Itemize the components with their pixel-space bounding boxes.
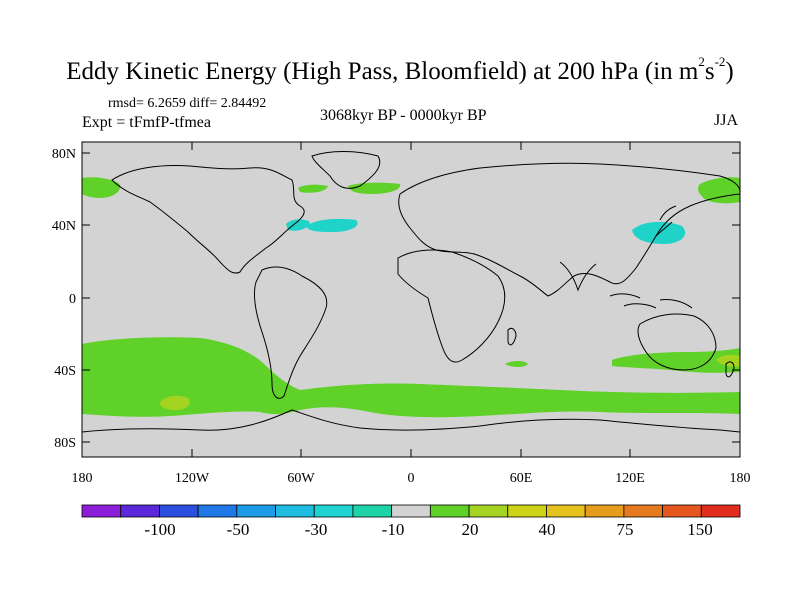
colorbar-label: -30: [305, 520, 328, 539]
lon-tick-label: 120E: [615, 471, 645, 486]
colorbar-swatch: [546, 504, 586, 518]
coastlines: [81, 151, 741, 433]
colorbar-swatch: [584, 504, 625, 518]
stats-text: rmsd= 6.2659 diff= 2.84492: [108, 96, 267, 111]
lon-tick-label: 60E: [510, 471, 533, 486]
colorbar-swatch: [236, 504, 276, 518]
arctic-pacific-positive-area-east: [698, 177, 740, 204]
hudson-positive-area: [298, 184, 328, 193]
small-positive-area: [505, 361, 528, 367]
colorbar-swatch: [468, 504, 509, 518]
period-label: 3068kyr BP - 0000kyr BP: [320, 107, 487, 124]
lon-tick-label: 0: [408, 471, 415, 486]
colorbar-swatch: [159, 504, 199, 518]
colorbar-label: 150: [687, 520, 713, 539]
colorbar-swatch: [429, 504, 470, 518]
tasman-strong-area: [716, 354, 740, 367]
atlantic-negative-area-east: [306, 218, 358, 232]
colorbar-swatch: [352, 504, 393, 518]
lat-tick-label: 80N: [52, 147, 76, 162]
experiment-label: Expt = tFmfP-tfmea: [82, 114, 212, 131]
anomaly-fill: [82, 177, 740, 418]
lon-tick-label: 120W: [175, 471, 210, 486]
map-title: Eddy Kinetic Energy (High Pass, Bloomfie…: [66, 54, 734, 85]
colorbar-swatch: [275, 504, 315, 518]
colorbar-swatch: [197, 504, 238, 518]
colorbar-swatch: [81, 504, 122, 518]
longitude-axis: [81, 142, 741, 457]
latitude-axis: [82, 152, 740, 443]
colorbar-label: 20: [462, 520, 479, 539]
arctic-pacific-positive-area-west: [82, 177, 121, 198]
lon-tick-label: 180: [730, 471, 751, 486]
indian-ocean-positive-area: [612, 348, 740, 373]
colorbar: [81, 504, 741, 518]
colorbar-label: -50: [227, 520, 250, 539]
colorbar-label: 40: [539, 520, 556, 539]
southern-pacific-strong-area: [159, 395, 190, 410]
colorbar-label: -10: [382, 520, 405, 539]
colorbar-swatch: [700, 504, 741, 518]
lat-tick-label: 40S: [54, 364, 76, 379]
lat-tick-label: 80S: [54, 436, 76, 451]
colorbar-swatch: [391, 504, 431, 518]
atlantic-negative-area-west: [286, 219, 310, 231]
lat-tick-label: 0: [69, 292, 76, 307]
season-label: JJA: [714, 112, 739, 129]
colorbar-label: -100: [144, 520, 175, 539]
lon-tick-label: 180: [72, 471, 93, 486]
colorbar-swatch: [507, 504, 547, 518]
colorbar-swatch: [623, 504, 663, 518]
colorbar-swatch: [120, 504, 160, 518]
colorbar-label: 75: [617, 520, 634, 539]
colorbar-swatch: [662, 504, 702, 518]
colorbar-swatch: [313, 504, 354, 518]
lon-tick-label: 60W: [287, 471, 315, 486]
lat-tick-label: 40N: [52, 219, 76, 234]
southern-pacific-positive-area: [82, 337, 740, 418]
